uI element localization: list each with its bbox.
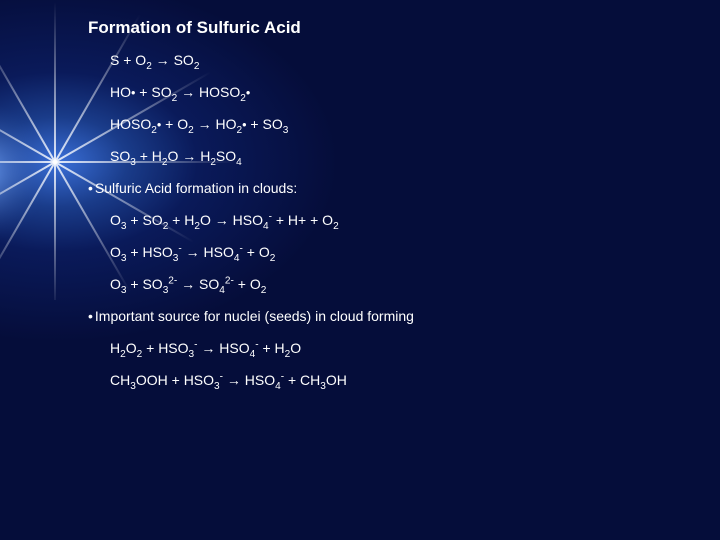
equation-6: O3 + HSO3- → HSO4- + O2	[88, 244, 720, 260]
equation-3: HOSO2• + O2 → HO2• + SO3	[88, 116, 720, 132]
equation-1: S + O2 → SO2	[88, 52, 720, 68]
equation-9: CH3OOH + HSO3- → HSO4- + CH3OH	[88, 372, 720, 388]
equation-4: SO3 + H2O → H2SO4	[88, 148, 720, 164]
bullet-nuclei: Important source for nuclei (seeds) in c…	[88, 308, 720, 324]
equation-7: O3 + SO32- → SO42- + O2	[88, 276, 720, 292]
equation-2: HO• + SO2 → HOSO2•	[88, 84, 720, 100]
equation-8: H2O2 + HSO3- → HSO4- + H2O	[88, 340, 720, 356]
slide-content: Formation of Sulfuric Acid S + O2 → SO2 …	[0, 0, 720, 388]
slide-title: Formation of Sulfuric Acid	[88, 18, 720, 38]
bullet-clouds: Sulfuric Acid formation in clouds:	[88, 180, 720, 196]
equation-5: O3 + SO2 + H2O → HSO4- + H+ + O2	[88, 212, 720, 228]
